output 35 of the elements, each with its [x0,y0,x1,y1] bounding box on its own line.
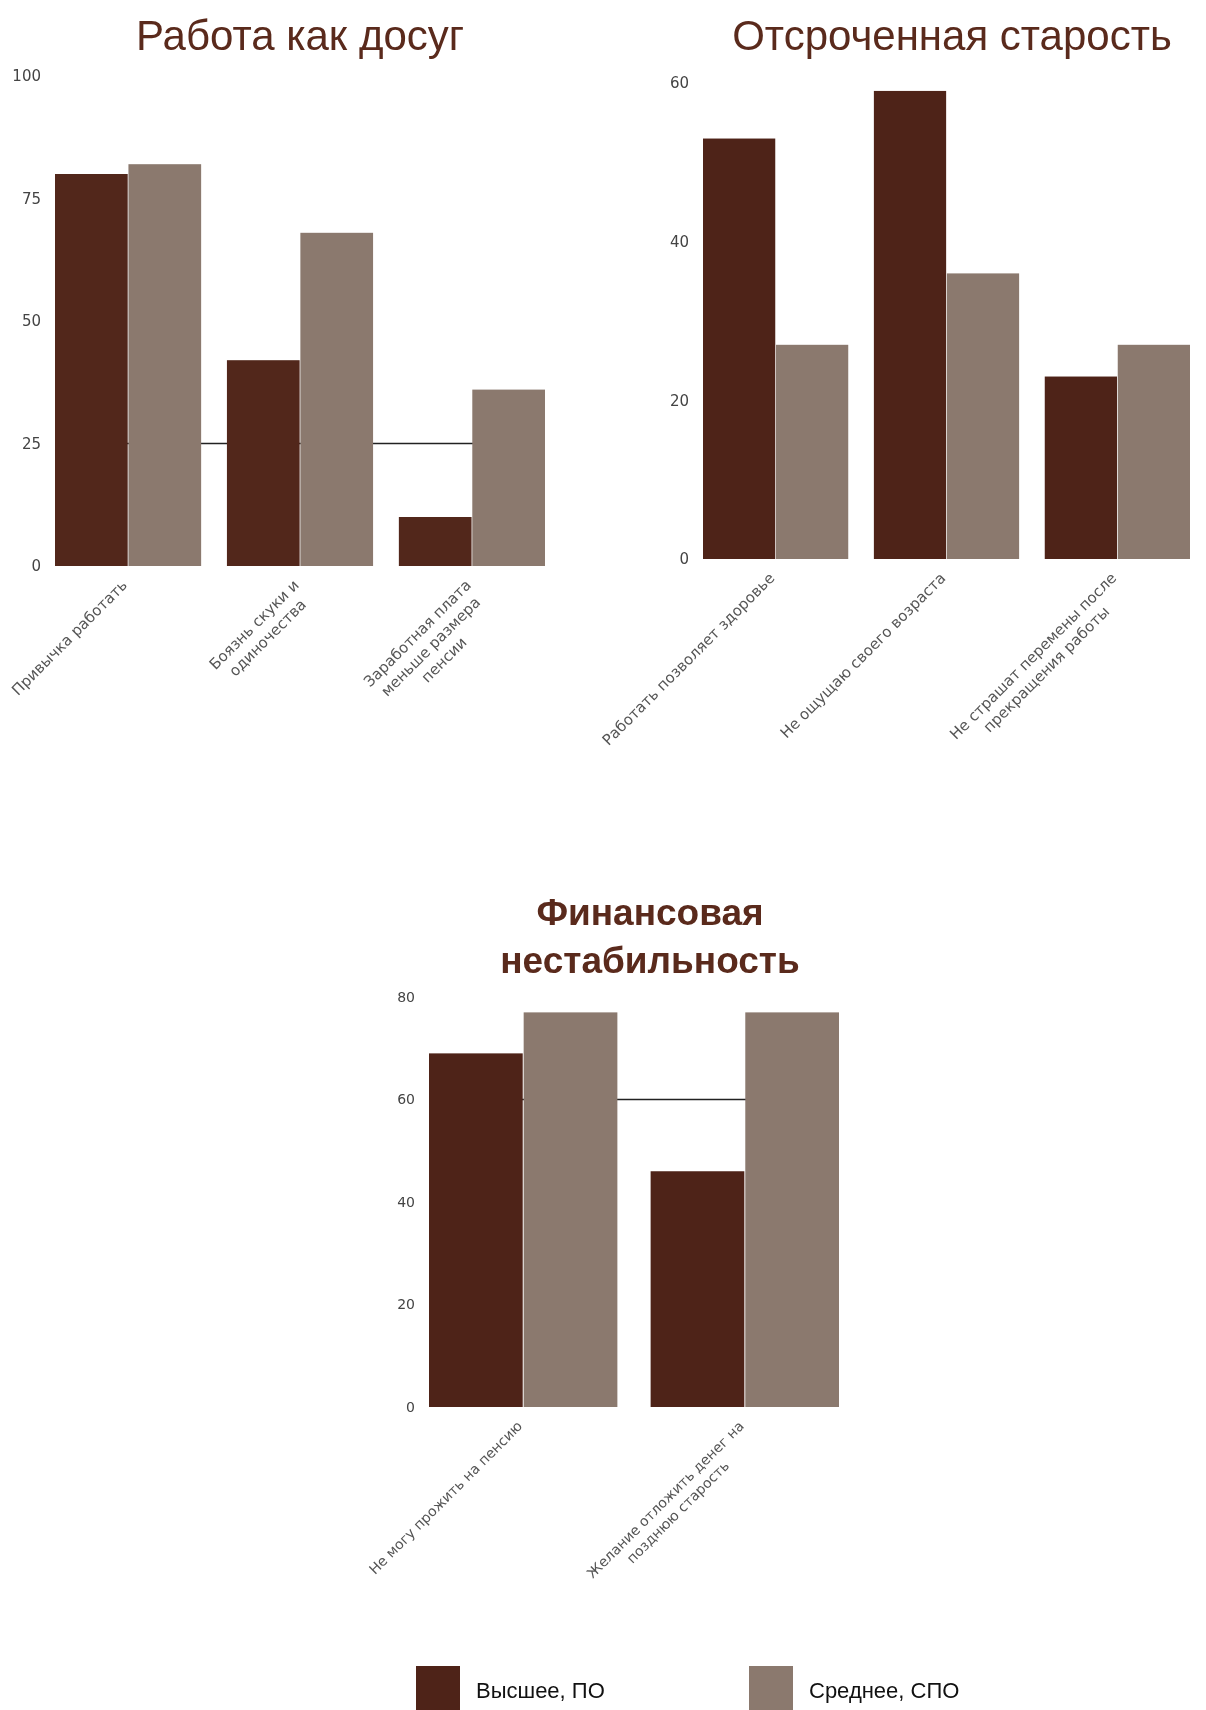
bar [775,344,849,559]
bar [946,273,1020,559]
y-tick-label: 0 [406,1398,415,1415]
bar [429,1053,523,1408]
legend-label: Среднее, СПО [809,1678,960,1703]
bar [650,1171,745,1407]
chart-title: Финансовая нестабильность [500,892,800,982]
legend-label: Высшее, ПО [476,1678,605,1703]
y-tick-label: 40 [669,232,689,251]
y-tick-label: 20 [669,391,689,410]
chart-title: Отсроченная старость [732,12,1172,59]
chart-title: Работа как досуг [135,12,465,59]
bar [55,174,128,566]
bar [703,138,776,559]
bar [523,1012,618,1408]
y-tick-label: 60 [669,74,689,93]
bar [873,90,947,559]
bar [472,389,545,566]
y-tick-label: 75 [21,189,41,208]
y-tick-label: 0 [679,550,689,569]
bar [1117,344,1190,559]
bar [300,232,374,566]
y-tick-label: 0 [31,557,41,576]
y-tick-label: 50 [21,312,41,331]
y-tick-label: 80 [397,988,415,1005]
bar [226,360,300,566]
y-tick-label: 60 [397,1091,415,1108]
bar [745,1012,839,1408]
bar [398,517,472,566]
y-tick-label: 40 [397,1193,415,1210]
bar [1044,376,1118,559]
y-tick-label: 100 [12,67,41,86]
y-tick-label: 20 [397,1296,415,1313]
y-tick-label: 25 [21,434,41,453]
bar [128,164,202,566]
